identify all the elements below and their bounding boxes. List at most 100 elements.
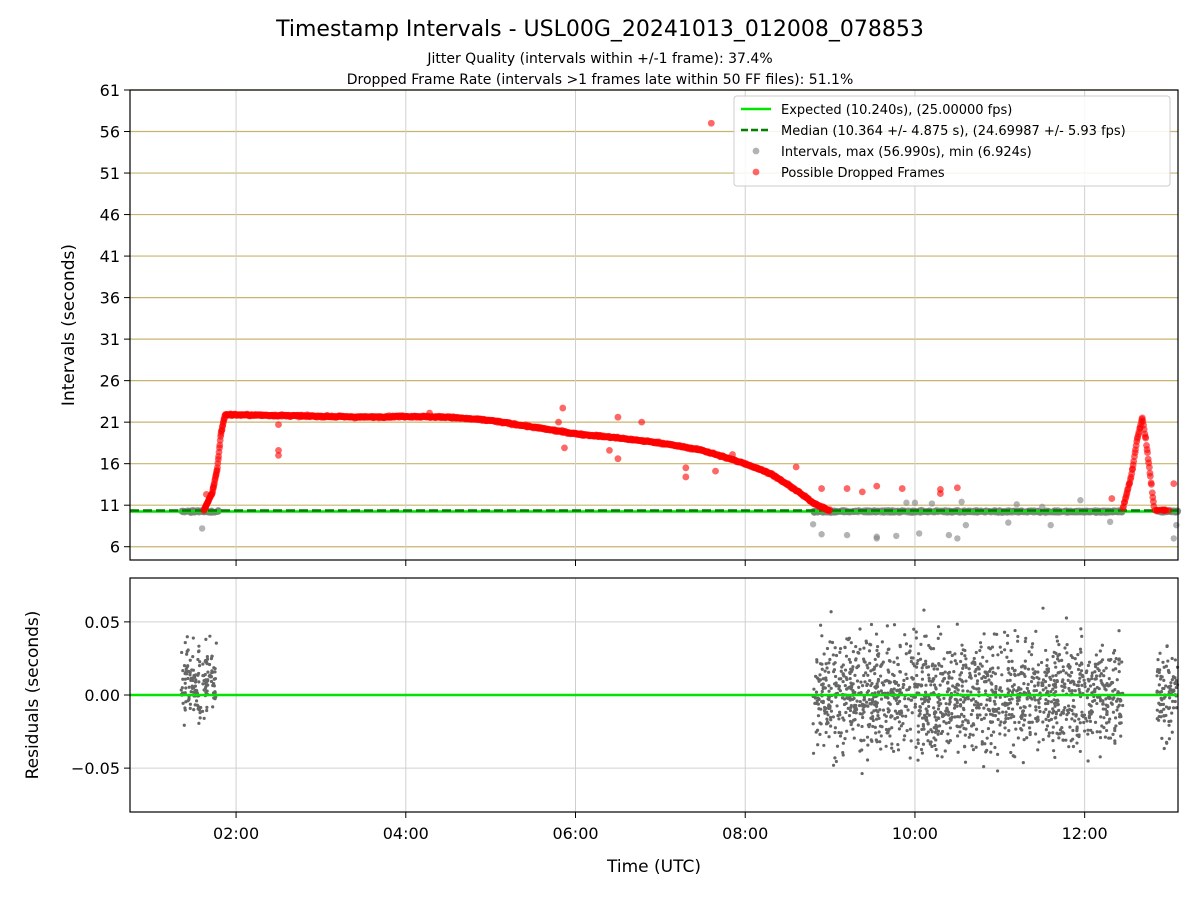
residual-point [1015, 702, 1020, 706]
residual-point [1108, 658, 1112, 662]
residual-point [846, 638, 850, 642]
residual-point [1057, 736, 1061, 740]
residual-point [1030, 645, 1034, 649]
residual-point [1006, 716, 1010, 721]
residual-point [1083, 685, 1087, 689]
residual-point [1070, 717, 1074, 721]
dropped-frame-point [614, 455, 622, 463]
residual-point [833, 756, 837, 760]
residual-point [938, 710, 943, 714]
residual-point [987, 707, 991, 712]
residual-point [1168, 696, 1172, 700]
residual-point [1066, 678, 1070, 682]
residual-point [1015, 696, 1019, 700]
residual-point [875, 682, 879, 686]
residual-point [904, 672, 908, 676]
residual-point [189, 690, 193, 694]
residual-point [890, 746, 894, 750]
residual-point [908, 644, 913, 648]
residual-point [1037, 705, 1041, 709]
residual-point [979, 645, 983, 649]
residual-point [973, 660, 977, 665]
residual-point [868, 661, 872, 665]
residual-point [183, 640, 187, 645]
x-tick-label: 04:00 [383, 824, 429, 843]
residual-point [835, 704, 839, 708]
interval-point [1013, 501, 1020, 508]
residual-point [1051, 711, 1055, 715]
residual-point [984, 670, 988, 674]
residual-point [811, 722, 815, 726]
residual-point [1033, 732, 1038, 736]
residual-point [932, 706, 936, 710]
legend-entry-label: Possible Dropped Frames [781, 166, 945, 181]
residual-point [1108, 696, 1112, 700]
residual-point [938, 683, 942, 687]
residual-point [208, 675, 213, 679]
residual-point [982, 706, 986, 710]
residual-point [939, 632, 943, 636]
interval-point [873, 533, 880, 540]
residual-point [1080, 683, 1084, 687]
residual-point [857, 703, 862, 708]
residual-point [838, 734, 843, 738]
residual-point [948, 726, 953, 730]
residual-point [1095, 701, 1099, 706]
residual-point [885, 651, 889, 655]
residual-point [924, 659, 928, 663]
residual-point [975, 682, 979, 686]
residual-point [935, 754, 940, 758]
residual-point [856, 664, 860, 669]
residual-point [976, 701, 980, 705]
residual-point [879, 747, 883, 751]
residual-point [955, 622, 959, 626]
residual-point [1010, 666, 1015, 670]
residual-point [1078, 721, 1082, 725]
residual-point [877, 716, 881, 721]
residual-point [1099, 698, 1103, 702]
residual-point [892, 623, 897, 627]
residual-point [823, 669, 827, 673]
residual-point [1173, 658, 1177, 662]
residual-point [200, 709, 205, 713]
residual-point [854, 706, 858, 710]
residual-point [839, 731, 843, 735]
residual-point [1045, 664, 1049, 668]
residual-point [1031, 642, 1035, 646]
residual-point [188, 706, 192, 711]
residual-point [1085, 669, 1089, 673]
residual-point [898, 645, 902, 649]
residual-point [1098, 755, 1102, 759]
residual-point [1070, 670, 1074, 675]
residual-point [198, 711, 202, 715]
residual-point [191, 678, 195, 683]
residual-point [904, 714, 908, 718]
residual-point [908, 756, 912, 760]
residual-point [887, 658, 892, 663]
dropped-frame-point [682, 464, 690, 472]
residual-point [812, 687, 816, 691]
residual-point [828, 706, 832, 710]
residual-point [1111, 689, 1115, 693]
residual-point [909, 739, 913, 743]
residual-point [188, 670, 192, 675]
residual-point [1118, 721, 1122, 725]
residual-point [858, 627, 862, 631]
residual-point [1017, 698, 1021, 702]
residual-point [855, 679, 860, 683]
residual-point [837, 730, 841, 735]
residual-point [904, 705, 908, 709]
residual-point [1174, 706, 1179, 710]
residual-point [181, 701, 185, 705]
residual-point [892, 687, 896, 691]
residual-point [185, 635, 189, 639]
residual-point [208, 634, 212, 638]
residual-point [955, 701, 959, 705]
residual-point [988, 647, 992, 651]
residual-point [1033, 698, 1037, 702]
residual-point [191, 676, 196, 680]
residual-point [844, 710, 848, 715]
residual-point [997, 707, 1001, 711]
x-tick-label: 02:00 [213, 824, 259, 843]
residual-point [1078, 676, 1082, 680]
